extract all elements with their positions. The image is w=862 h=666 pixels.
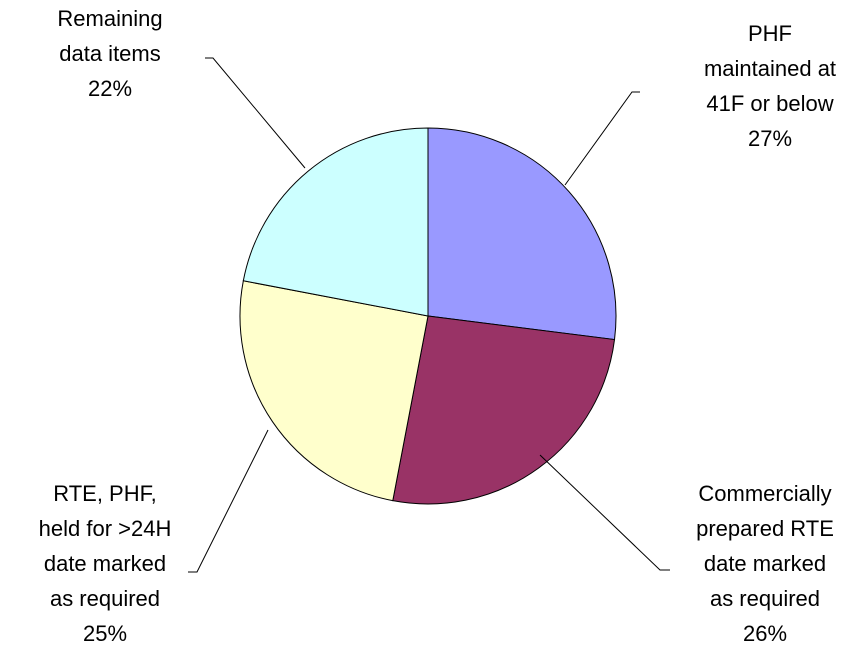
slice-label: Remaining xyxy=(57,6,162,31)
slice-label: Commercially xyxy=(698,481,831,506)
pie-slice xyxy=(392,315,616,505)
value-label: 27% xyxy=(748,126,792,151)
pie-slice xyxy=(242,127,429,317)
value-label: 26% xyxy=(743,621,787,646)
slice-label: maintained at xyxy=(704,56,836,81)
slice-label: 41F or below xyxy=(706,91,833,116)
slice-label: RTE, PHF, xyxy=(53,481,157,506)
pie-slice xyxy=(427,127,617,341)
leader-line xyxy=(205,57,306,169)
slice-label: prepared RTE xyxy=(696,516,834,541)
slice-label: as required xyxy=(50,586,160,611)
slice-label: as required xyxy=(710,586,820,611)
slice-label: date marked xyxy=(704,551,826,576)
leader-line xyxy=(188,429,269,573)
slice-label: date marked xyxy=(44,551,166,576)
slice-label: PHF xyxy=(748,21,792,46)
slice-label: held for >24H xyxy=(39,516,172,541)
value-label: 25% xyxy=(83,621,127,646)
value-label: 22% xyxy=(88,76,132,101)
leader-line xyxy=(564,91,640,186)
leader-line xyxy=(539,454,670,571)
pie-slice xyxy=(239,280,429,502)
slice-label: data items xyxy=(59,41,161,66)
